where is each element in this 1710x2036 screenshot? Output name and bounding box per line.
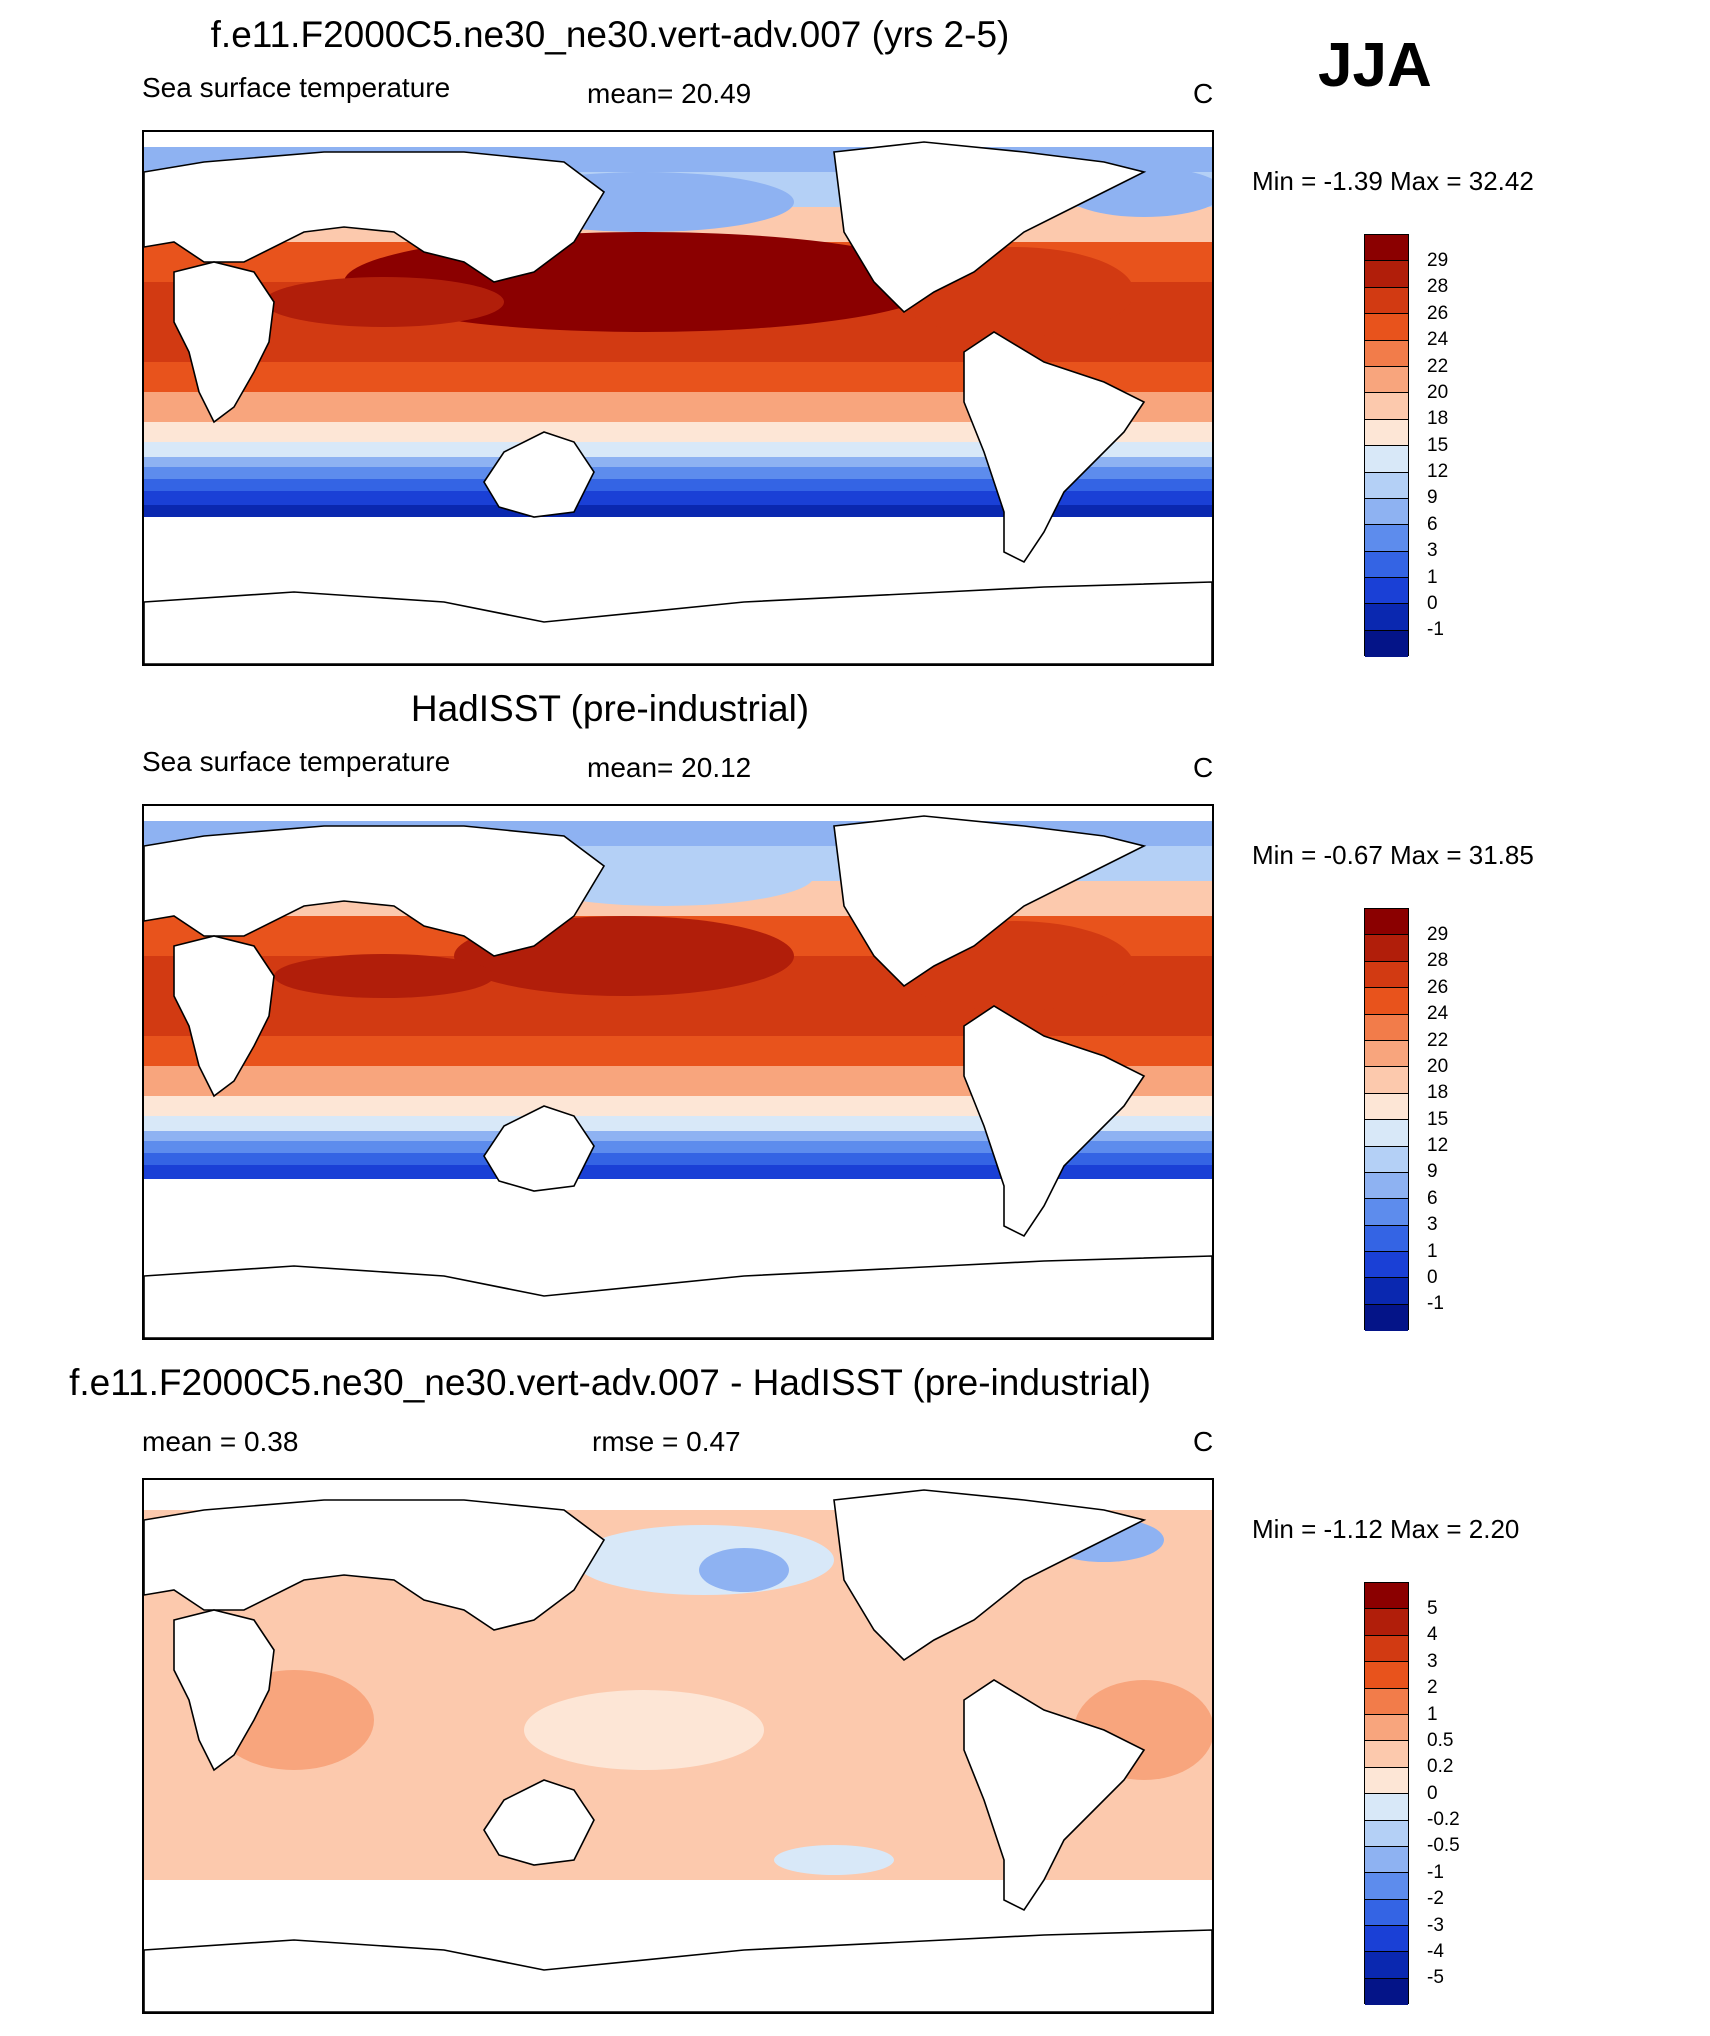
land-masses — [144, 141, 1212, 664]
panel3-colorbar-label: 2 — [1427, 1677, 1438, 1698]
panel1-colorbar-label: 0 — [1427, 593, 1438, 614]
panel3-colorbar-label: -1 — [1427, 1862, 1444, 1883]
panel3-colorbar-label: -2 — [1427, 1888, 1444, 1909]
panel2-mean: mean= 20.12 — [587, 752, 752, 783]
panel3-title: f.e11.F2000C5.ne30_ne30.vert-adv.007 - H… — [69, 1362, 1151, 1403]
panel1-colorbar-label: 3 — [1427, 540, 1438, 561]
panel3-units: C — [1193, 1426, 1214, 1457]
panel2-map — [142, 804, 1214, 1340]
panel1-mean: mean= 20.49 — [587, 78, 752, 109]
panel1-colorbar-label: 18 — [1427, 408, 1449, 429]
panel2-colorbar-label: 12 — [1427, 1135, 1449, 1156]
panel1-colorbar-label: 28 — [1427, 276, 1449, 297]
panel3-minmax: Min = -1.12 Max = 2.20 — [1252, 1514, 1520, 1544]
season-label: JJA — [1318, 31, 1432, 100]
panel1-title: f.e11.F2000C5.ne30_ne30.vert-adv.007 (yr… — [210, 14, 1010, 55]
panel2-colorbar-label: 1 — [1427, 1241, 1438, 1262]
panel2-colorbar-label: 20 — [1427, 1056, 1449, 1077]
panel2-colorbar-label: 18 — [1427, 1082, 1449, 1103]
panel3-colorbar-label: 4 — [1427, 1624, 1438, 1645]
panel2-colorbar-label: 26 — [1427, 977, 1449, 998]
panel2-colorbar-label: 28 — [1427, 950, 1449, 971]
panel3-map — [142, 1478, 1214, 2014]
panel3-rmse: rmse = 0.47 — [592, 1426, 741, 1457]
panel2-colorbar-label: 15 — [1427, 1109, 1449, 1130]
panel2-colorbar-label: 9 — [1427, 1161, 1438, 1182]
panel1-colorbar-label: 6 — [1427, 514, 1438, 535]
panel1-colorbar-label: 29 — [1427, 250, 1449, 271]
panel1-colorbar-label: 15 — [1427, 435, 1449, 456]
panel2-title: HadISST (pre-industrial) — [410, 688, 810, 729]
panel1-map — [142, 130, 1214, 666]
panel2-minmax: Min = -0.67 Max = 31.85 — [1252, 840, 1534, 870]
land-masses — [144, 1489, 1212, 2012]
land-masses — [144, 815, 1212, 1338]
panel1-colorbar-label: 1 — [1427, 567, 1438, 588]
panel3-colorbar-label: -4 — [1427, 1941, 1444, 1962]
panel3-colorbar-label: -5 — [1427, 1967, 1444, 1988]
panel2-colorbar-label: 6 — [1427, 1188, 1438, 1209]
panel2-colorbar-label: -1 — [1427, 1293, 1444, 1314]
panel3-colorbar-label: -0.5 — [1427, 1835, 1460, 1856]
panel3-colorbar-label: 0.5 — [1427, 1730, 1454, 1751]
panel2-colorbar-label: 24 — [1427, 1003, 1449, 1024]
panel1-colorbar-label: 9 — [1427, 487, 1438, 508]
panel3-colorbar-label: 1 — [1427, 1704, 1438, 1725]
panel1-colorbar-label: 26 — [1427, 303, 1449, 324]
panel3-colorbar — [1364, 1582, 1409, 2006]
panel1-colorbar — [1364, 234, 1409, 658]
panel3-colorbar-label: 0.2 — [1427, 1756, 1454, 1777]
panel2-colorbar-label: 22 — [1427, 1030, 1449, 1051]
panel1-units: C — [1193, 78, 1214, 109]
panel3-colorbar-label: 0 — [1427, 1783, 1438, 1804]
panel2-colorbar-label: 3 — [1427, 1214, 1438, 1235]
panel1-colorbar-label: -1 — [1427, 619, 1444, 640]
panel2-colorbar-label: 0 — [1427, 1267, 1438, 1288]
panel2-units: C — [1193, 752, 1214, 783]
panel3-mean: mean = 0.38 — [142, 1426, 299, 1457]
panel1-colorbar-label: 22 — [1427, 356, 1449, 377]
panel3-colorbar-label: 3 — [1427, 1651, 1438, 1672]
panel1-colorbar-label: 24 — [1427, 329, 1449, 350]
panel3-colorbar-label: -0.2 — [1427, 1809, 1460, 1830]
panel1-minmax: Min = -1.39 Max = 32.42 — [1252, 166, 1534, 196]
panel3-colorbar-label: -3 — [1427, 1915, 1444, 1936]
panel3-colorbar-label: 5 — [1427, 1598, 1438, 1619]
panel1-variable-label: Sea surface temperature — [142, 72, 451, 103]
panel1-colorbar-label: 12 — [1427, 461, 1449, 482]
panel2-colorbar-label: 29 — [1427, 924, 1449, 945]
panel2-colorbar — [1364, 908, 1409, 1332]
panel1-colorbar-label: 20 — [1427, 382, 1449, 403]
panel2-variable-label: Sea surface temperature — [142, 746, 451, 777]
